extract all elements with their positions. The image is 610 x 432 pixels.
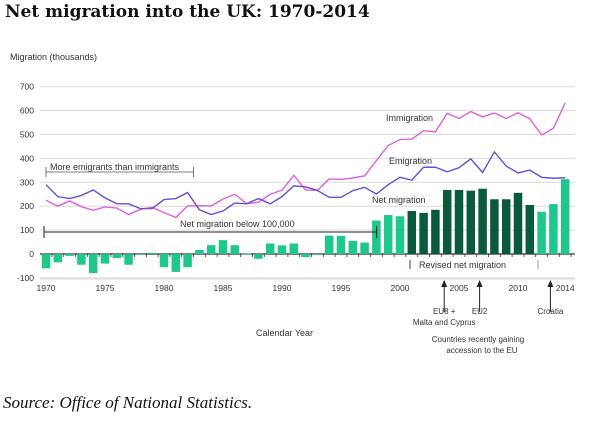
- accession-label: Croatia: [538, 307, 564, 316]
- bar-1978: [136, 254, 145, 255]
- accession-title-2: accession to the EU: [446, 346, 517, 355]
- annotations: More emigrants than immigrants Net migrat…: [43, 113, 564, 355]
- x-tick-labels: 1970 1975 1980 1985 1990 1995 2000 2005 2010 2014: [37, 283, 575, 293]
- bar-1989: [265, 243, 275, 254]
- bar-2004: [442, 189, 452, 254]
- bar-1984: [206, 245, 216, 254]
- accession-label-2: Malta and Cyprus: [413, 318, 476, 327]
- bar-2013: [549, 204, 558, 254]
- y-tick-label: 0: [29, 249, 34, 259]
- bar-1979: [147, 252, 157, 254]
- immigration-label: Immigration: [386, 113, 433, 123]
- x-tick-label: 2000: [391, 283, 410, 293]
- bar-1993: [313, 254, 322, 255]
- bar-2005: [454, 189, 464, 254]
- bar-1976: [112, 254, 122, 259]
- bar-1996: [348, 240, 358, 254]
- accession-title: Countries recently gaining: [432, 335, 525, 344]
- bar-2006: [466, 190, 476, 254]
- bar-1974: [88, 254, 98, 274]
- y-tick-label: 600: [20, 106, 34, 116]
- bar-1988: [254, 254, 263, 259]
- y-tick-label: -100: [17, 273, 34, 283]
- y-tick-label: 400: [20, 153, 34, 163]
- source-caption: Source: Office of National Statistics.: [3, 393, 253, 412]
- x-axis-label: Calendar Year: [256, 328, 313, 338]
- y-tick-labels: -100 0 100 200 300 400 500 600 700: [17, 82, 34, 283]
- bar-1997: [360, 242, 369, 254]
- emigration-line: [45, 150, 566, 216]
- bar-2010: [513, 192, 523, 254]
- bar-1991: [289, 243, 299, 254]
- migration-chart: Migration (thousands) -100 0 100 200 300 400 5…: [10, 52, 575, 355]
- y-tick-label: 500: [20, 130, 34, 140]
- bar-1982: [183, 254, 192, 268]
- emigration-label: Emigration: [389, 156, 432, 166]
- bar-1980: [159, 254, 169, 268]
- arrow-head-icon: [441, 280, 448, 287]
- x-tick-label: 1980: [155, 283, 174, 293]
- bar-2014: [560, 179, 570, 254]
- net-migration-bars: [41, 179, 570, 274]
- bar-1983: [195, 249, 204, 254]
- bar-2012: [537, 211, 546, 254]
- x-tick-label: 1990: [273, 283, 292, 293]
- bar-1985: [218, 240, 228, 254]
- bar-1994: [324, 235, 334, 254]
- bar-2007: [478, 188, 487, 254]
- more-emigrants-label: More emigrants than immigrants: [50, 162, 180, 172]
- bar-2009: [501, 199, 511, 254]
- accession-label: EU2: [472, 307, 488, 316]
- bar-2003: [431, 209, 440, 254]
- bar-1977: [124, 254, 133, 265]
- x-tick-label: 2010: [509, 283, 528, 293]
- bar-1987: [242, 253, 251, 255]
- net-migration-label: Net migration: [372, 195, 426, 205]
- x-tick-label: 1975: [96, 283, 115, 293]
- bar-1975: [100, 254, 110, 264]
- x-tick-label: 2014: [556, 283, 575, 293]
- bar-1986: [230, 245, 240, 254]
- bar-2008: [490, 199, 499, 254]
- x-tick-label: 1995: [332, 283, 351, 293]
- y-tick-label: 700: [20, 82, 34, 92]
- immigration-line: [45, 102, 566, 219]
- bar-1992: [301, 254, 310, 258]
- y-tick-label: 200: [20, 201, 34, 211]
- below-100k-label: Net migration below 100,000: [180, 219, 295, 229]
- bar-1971: [53, 254, 63, 263]
- bar-2000: [395, 216, 405, 254]
- bar-2011: [525, 205, 535, 254]
- accession-label: EU8 +: [433, 307, 456, 316]
- bar-1999: [383, 215, 393, 254]
- bar-1972: [65, 254, 74, 256]
- y-tick-label: 300: [20, 177, 34, 187]
- bar-1995: [336, 235, 346, 254]
- x-tick-label: 1985: [214, 283, 233, 293]
- y-axis-label: Migration (thousands): [10, 52, 97, 62]
- x-tick-label: 2005: [450, 283, 469, 293]
- arrow-head-icon: [547, 280, 554, 287]
- arrow-head-icon: [476, 280, 483, 287]
- migration-lines: [45, 102, 566, 219]
- bar-2002: [419, 212, 428, 254]
- bar-1981: [171, 254, 181, 272]
- bar-2001: [407, 210, 417, 254]
- page-title: Net migration into the UK: 1970-2014: [5, 2, 370, 22]
- revised-net-migration-label: Revised net migration: [419, 260, 506, 270]
- bar-1990: [277, 245, 287, 254]
- y-tick-label: 100: [20, 225, 34, 235]
- bar-1970: [41, 254, 51, 269]
- x-tick-label: 1970: [37, 283, 56, 293]
- bar-1973: [77, 254, 86, 265]
